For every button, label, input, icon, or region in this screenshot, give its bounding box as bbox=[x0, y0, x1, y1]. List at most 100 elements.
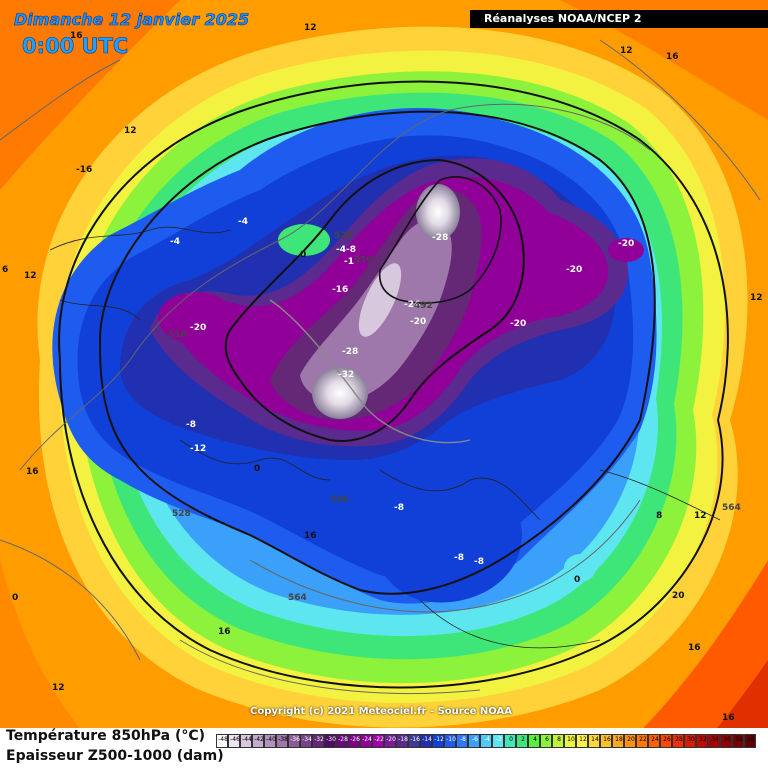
scale-swatch: -38 bbox=[276, 734, 288, 748]
scale-swatch: 24 bbox=[648, 734, 660, 748]
scale-swatch: -8 bbox=[456, 734, 468, 748]
scale-label: 26 bbox=[663, 736, 671, 743]
scale-label: -34 bbox=[302, 736, 312, 743]
temp-label: -28 bbox=[342, 347, 358, 357]
temp-label: 16 bbox=[218, 627, 231, 637]
temp-label: -20 bbox=[618, 239, 634, 249]
thickness-contour-inner bbox=[224, 158, 525, 442]
temp-label: -4 bbox=[170, 237, 180, 247]
scale-label: 28 bbox=[675, 736, 683, 743]
scale-swatch: 38 bbox=[732, 734, 744, 748]
cold-pool-white bbox=[312, 367, 368, 419]
scale-label: 38 bbox=[735, 736, 743, 743]
scale-label: -8 bbox=[460, 736, 466, 743]
temp-label: 12 bbox=[24, 271, 37, 281]
scale-label: -6 bbox=[472, 736, 478, 743]
thickness-label: 528 bbox=[334, 231, 353, 241]
scale-swatch: 36 bbox=[720, 734, 732, 748]
scale-swatch: -46 bbox=[228, 734, 240, 748]
cyan-blob bbox=[564, 554, 596, 582]
scale-label: -46 bbox=[230, 736, 240, 743]
temp-label: 12 bbox=[694, 511, 707, 521]
gray-contour-6 bbox=[0, 59, 121, 141]
scale-swatch: -12 bbox=[432, 734, 444, 748]
map-date: Dimanche 12 janvier 2025 bbox=[14, 10, 250, 30]
temperature-labels: 16 12 12 12 16 -16 6 12 -4 -4 0 -4 -8 -1… bbox=[2, 23, 763, 723]
scale-label: -14 bbox=[422, 736, 432, 743]
warm-corner-ne bbox=[560, 0, 768, 120]
scale-swatch: -26 bbox=[348, 734, 360, 748]
scale-label: 16 bbox=[603, 736, 611, 743]
scale-swatch: -18 bbox=[396, 734, 408, 748]
thickness-contour-outer bbox=[58, 80, 729, 689]
gray-contour-2 bbox=[249, 499, 641, 613]
color-scale: -48 -46 -44 -42 -40 -38 -36 -34 -32 -30 -28 -26 -24-… bbox=[216, 734, 756, 748]
temp-label: 0 bbox=[574, 575, 580, 585]
temp-label: -12 bbox=[190, 444, 206, 454]
scale-swatch: 22 bbox=[636, 734, 648, 748]
gray-contour-4 bbox=[0, 539, 141, 661]
source-banner: Réanalyses NOAA/NCEP 2 bbox=[470, 10, 768, 28]
scale-swatch: -42 bbox=[252, 734, 264, 748]
scale-label: 40 bbox=[747, 736, 755, 743]
thickness-label: 564 bbox=[288, 593, 307, 603]
temp-label: -20 bbox=[410, 317, 426, 327]
scale-swatch: -28 bbox=[336, 734, 348, 748]
scale-label: 6 bbox=[545, 736, 549, 743]
scale-swatch: 30 bbox=[684, 734, 696, 748]
scale-swatch: -32 bbox=[312, 734, 324, 748]
scale-label: -48 bbox=[218, 736, 228, 743]
scale-label: -38 bbox=[278, 736, 288, 743]
temp-label: -16 bbox=[332, 285, 348, 295]
temp-label: 12 bbox=[52, 683, 65, 693]
thickness-labels: 528 510 510 492 546 528 564 564 bbox=[168, 231, 741, 603]
thickness-label: 564 bbox=[722, 503, 741, 513]
gray-contour-1 bbox=[19, 103, 651, 471]
scale-label: 18 bbox=[615, 736, 623, 743]
scale-swatch: -40 bbox=[264, 734, 276, 748]
scale-swatch: 2 bbox=[516, 734, 528, 748]
scale-label: -28 bbox=[338, 736, 348, 743]
cold-pool-white-north bbox=[416, 184, 460, 240]
thickness-label: 546 bbox=[330, 495, 349, 505]
temp-label: 0 bbox=[300, 250, 306, 260]
scale-swatch: -48 bbox=[216, 734, 228, 748]
scale-swatch: -2 bbox=[492, 734, 504, 748]
scale-swatch: 40 bbox=[744, 734, 756, 748]
scale-swatch: 32 bbox=[696, 734, 708, 748]
scale-swatch: 10 bbox=[564, 734, 576, 748]
scale-swatch: -4 bbox=[480, 734, 492, 748]
thickness-label: 528 bbox=[172, 509, 191, 519]
thickness-contour-core bbox=[378, 176, 502, 304]
scale-label: -18 bbox=[398, 736, 408, 743]
gray-contour-7 bbox=[269, 299, 471, 444]
legend-title-temperature: Température 850hPa (°C) bbox=[6, 728, 206, 744]
temp-label: -8 bbox=[394, 503, 404, 513]
temp-label: -8 bbox=[346, 245, 356, 255]
scale-swatch: -6 bbox=[468, 734, 480, 748]
temp-label: 16 bbox=[26, 467, 39, 477]
temp-label: -8 bbox=[474, 557, 484, 567]
scale-label: 32 bbox=[699, 736, 707, 743]
scale-label: -2 bbox=[496, 736, 502, 743]
scale-swatch: 20 bbox=[624, 734, 636, 748]
temp-label: 0 bbox=[254, 464, 260, 474]
scale-swatch: 26 bbox=[660, 734, 672, 748]
temp-label: -8 bbox=[186, 420, 196, 430]
scale-label: -12 bbox=[434, 736, 444, 743]
scale-swatch: 18 bbox=[612, 734, 624, 748]
green-blob bbox=[278, 224, 330, 256]
scale-label: -4 bbox=[484, 736, 490, 743]
gray-contour-3 bbox=[179, 639, 481, 694]
scale-swatch: 0 bbox=[504, 734, 516, 748]
scale-swatch: -36 bbox=[288, 734, 300, 748]
scale-label: -32 bbox=[314, 736, 324, 743]
thickness-label: 510 bbox=[168, 330, 187, 340]
scale-swatch: -22 bbox=[372, 734, 384, 748]
scale-swatch: -30 bbox=[324, 734, 336, 748]
temp-label: -1 bbox=[344, 257, 354, 267]
scale-swatch: 16 bbox=[600, 734, 612, 748]
scale-label: -40 bbox=[266, 736, 276, 743]
temp-label: 16 bbox=[666, 52, 679, 62]
